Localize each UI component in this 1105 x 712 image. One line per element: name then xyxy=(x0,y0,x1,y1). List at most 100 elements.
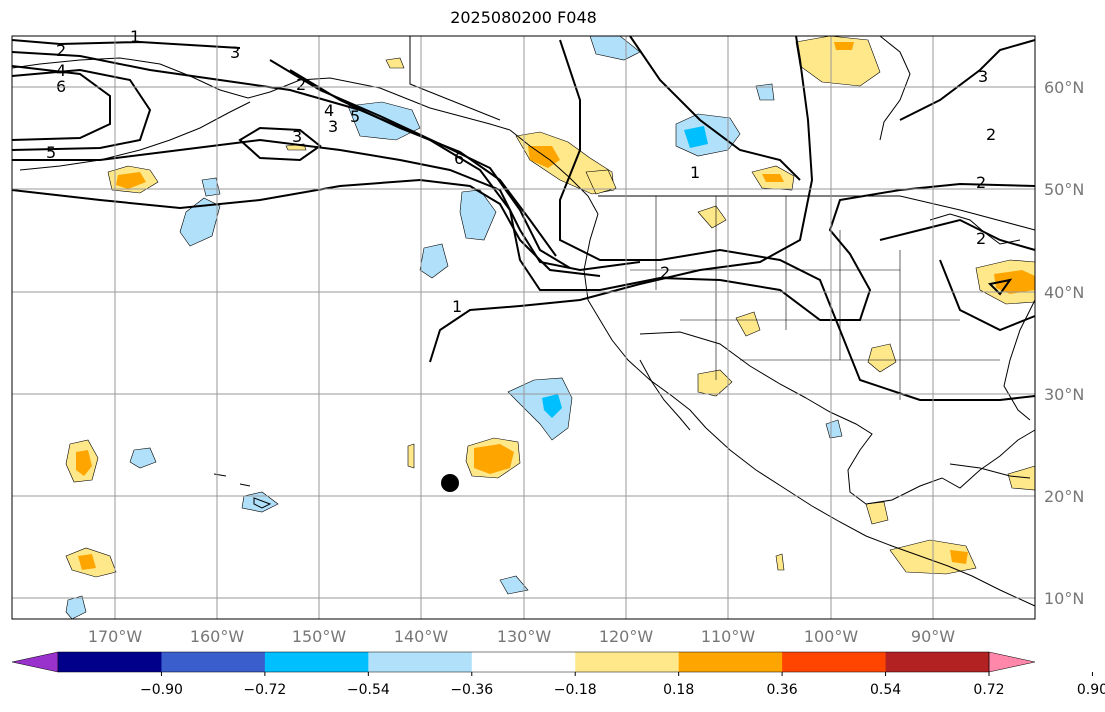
lat-label: 60°N xyxy=(1044,78,1084,97)
shade-orange-4 xyxy=(78,554,96,570)
coast-bc xyxy=(509,129,599,215)
shade-blue-9 xyxy=(241,491,279,513)
lat-labels: 60°N 50°N 40°N 30°N 20°N 10°N xyxy=(1044,78,1084,608)
lat-label: 10°N xyxy=(1044,589,1084,608)
coast-mexico-west xyxy=(705,427,1036,607)
shade-yellow-16 xyxy=(585,169,617,195)
shade-blue-5 xyxy=(179,197,221,247)
colorbar-tick-label: 0.18 xyxy=(663,682,694,698)
contour-10 xyxy=(879,39,1036,332)
contour-8 xyxy=(289,69,557,257)
shade-yellow-6 xyxy=(795,35,881,87)
shade-yellow-19 xyxy=(775,553,785,571)
contour-label: 2 xyxy=(296,75,306,94)
shade-yellow-11 xyxy=(735,311,761,337)
coast-alaska xyxy=(11,57,511,131)
border-us-canada xyxy=(598,195,1036,231)
colorbar-tick-label: −0.90 xyxy=(140,682,183,698)
contour-3 xyxy=(11,39,1036,401)
contour-9 xyxy=(629,35,801,181)
shade-orange-7 xyxy=(762,174,784,182)
shade-orange-3 xyxy=(76,450,92,476)
storm-center-marker xyxy=(441,474,459,492)
coast-gulf xyxy=(805,397,1036,505)
colorbar-segment xyxy=(678,652,783,672)
colorbar-frame xyxy=(57,651,990,673)
shade-yellow-10 xyxy=(697,369,733,397)
coast-aleutians xyxy=(19,101,251,171)
contour-1 xyxy=(11,35,814,363)
contour-label: 3 xyxy=(292,127,302,146)
lon-label: 150°W xyxy=(292,627,347,646)
map-panel: 2 1 3 4 6 5 3 2 4 3 5 6 1 2 1 3 2 2 2 xyxy=(11,27,1036,620)
colorbar-tick-label: 0.90 xyxy=(1077,682,1105,698)
contour-2 xyxy=(11,51,1036,321)
colorbar-segment xyxy=(575,652,680,672)
colorbar-tick-label: 0.36 xyxy=(767,682,798,698)
shade-orange-2 xyxy=(474,444,514,474)
colorbar-segment xyxy=(368,652,473,672)
lat-label: 40°N xyxy=(1044,283,1084,302)
lat-label: 30°N xyxy=(1044,385,1084,404)
shade-yellow-12 xyxy=(867,343,897,373)
contour-label: 3 xyxy=(230,43,240,62)
colorbar-segment xyxy=(885,652,990,672)
shade-blue-14 xyxy=(201,177,221,197)
colorbar-tick-label: −0.18 xyxy=(554,682,597,698)
colorbar-segment xyxy=(161,652,266,672)
contour-6 xyxy=(11,178,601,277)
contour-label: 4 xyxy=(56,61,66,80)
lon-label: 170°W xyxy=(88,627,143,646)
shade-orange-9 xyxy=(950,550,968,564)
lon-label: 120°W xyxy=(599,627,654,646)
contour-label: 4 xyxy=(324,101,334,120)
shade-orange-1 xyxy=(116,172,146,189)
colorbar-segments xyxy=(11,651,1036,673)
shade-yellow-15 xyxy=(865,501,889,525)
border-us-mexico xyxy=(639,331,807,399)
gridlines xyxy=(12,36,1035,619)
contour-label: 1 xyxy=(452,297,462,316)
lon-labels: 170°W 160°W 150°W 140°W 130°W 120°W 110°… xyxy=(88,627,955,646)
contour-label: 3 xyxy=(328,117,338,136)
colorbar-tick-label: 0.72 xyxy=(973,682,1004,698)
colorbar-segment xyxy=(264,652,369,672)
shade-yellow-18 xyxy=(407,443,415,469)
coast-west-us xyxy=(583,213,707,429)
colorbar-tick-label: −0.36 xyxy=(450,682,493,698)
shade-orange-5 xyxy=(528,146,560,168)
coast-east-us xyxy=(1003,299,1036,421)
colorbar-segment xyxy=(471,652,576,672)
map-title: 2025080200 F048 xyxy=(450,8,597,27)
lon-label: 110°W xyxy=(701,627,756,646)
contour-4 xyxy=(11,65,111,141)
colorbar-arrow-left xyxy=(11,651,59,673)
colorbar: −0.90 −0.72 −0.54 −0.36 −0.18 0.18 0.36 0.54 0.7… xyxy=(11,651,1105,698)
contour-label: 5 xyxy=(350,107,360,126)
shade-blue-11 xyxy=(65,595,87,620)
shade-blue-8 xyxy=(129,447,157,469)
lon-label: 140°W xyxy=(394,627,449,646)
contour-label: 2 xyxy=(986,125,996,144)
border-alaska-canada xyxy=(409,36,501,121)
colorbar-arrow-right xyxy=(988,651,1036,673)
shade-blue-12 xyxy=(825,419,843,439)
colorbar-ticks: −0.90 −0.72 −0.54 −0.36 −0.18 0.18 0.36 0.54 0.7… xyxy=(140,672,1105,698)
map-border xyxy=(11,35,1036,620)
contours xyxy=(11,35,1036,401)
contour-label: 2 xyxy=(56,41,66,60)
island-hawaii xyxy=(213,473,272,509)
shade-yellow-13 xyxy=(697,205,727,229)
shade-blue-core-2 xyxy=(684,126,708,148)
contour-label: 5 xyxy=(46,143,56,162)
colorbar-tick-label: 0.54 xyxy=(870,682,901,698)
lon-label: 160°W xyxy=(190,627,245,646)
shade-blue-13 xyxy=(755,83,775,101)
contour-label: 2 xyxy=(976,229,986,248)
lon-label: 100°W xyxy=(804,627,859,646)
coast-greatlakes xyxy=(929,213,1021,245)
shade-orange-6 xyxy=(834,42,854,50)
contour-11 xyxy=(987,278,1013,296)
contour-label: 6 xyxy=(454,149,464,168)
